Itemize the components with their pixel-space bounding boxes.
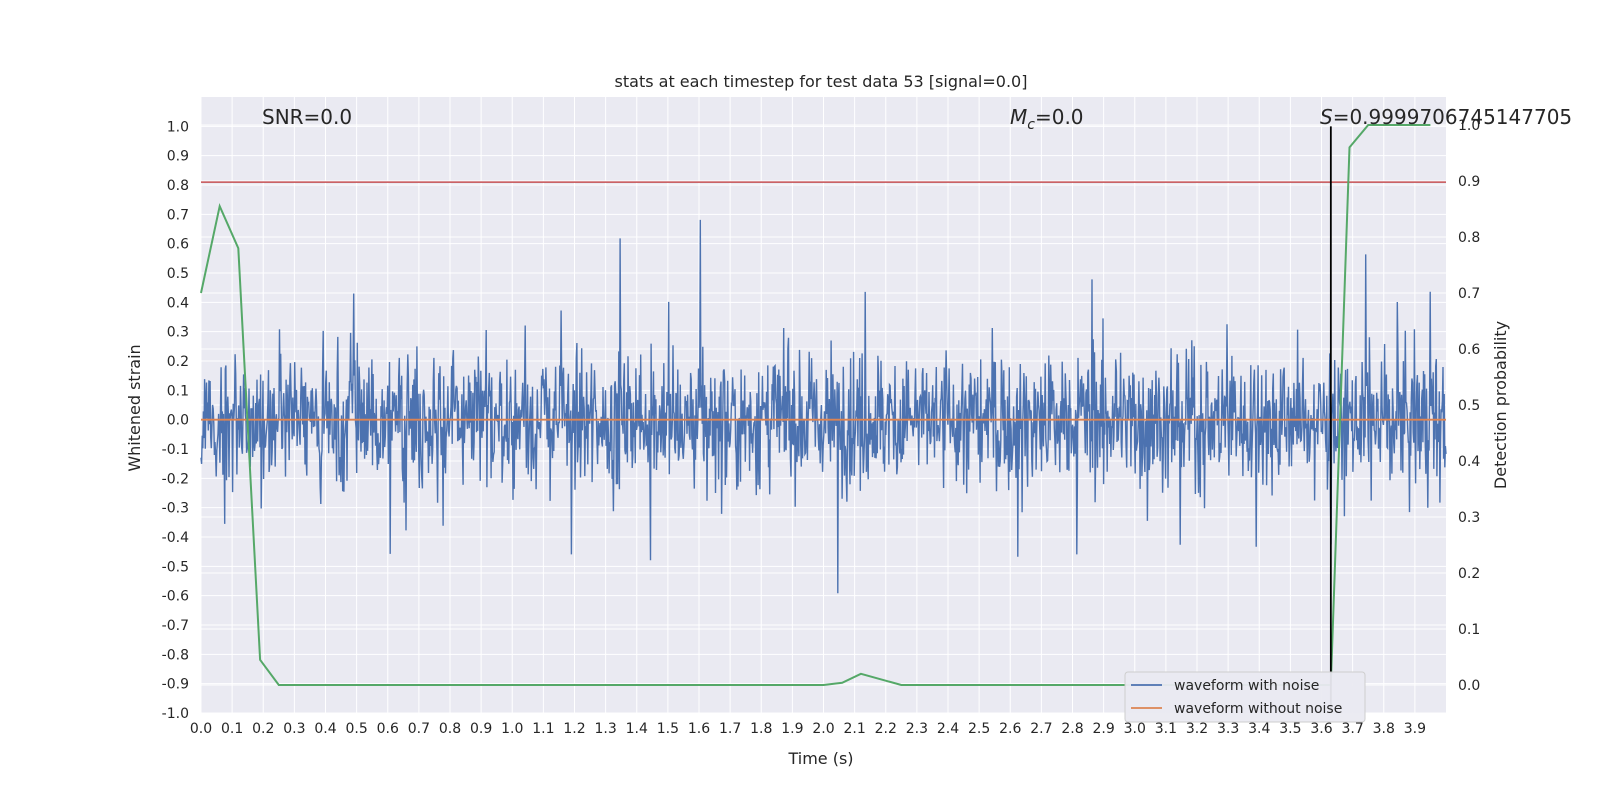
- y2-tick-label: 0.5: [1458, 398, 1480, 414]
- x-tick-label: 2.4: [937, 721, 959, 737]
- y-tick-labels: 1.0 0.9 0.8 0.7 0.6 0.5 0.4 0.3 0.2 0.1 0.0 -0.1 -0.…: [162, 119, 189, 722]
- x-tick-label: 0.5: [345, 721, 367, 737]
- x-tick-label: 2.2: [875, 721, 897, 737]
- y-tick-label: 0.8: [167, 178, 189, 194]
- x-tick-label: 1.7: [719, 721, 741, 737]
- x-tick-label: 1.3: [594, 721, 616, 737]
- legend-label-clean: waveform without noise: [1174, 701, 1342, 717]
- x-tick-label: 1.0: [501, 721, 523, 737]
- x-tick-label: 0.2: [252, 721, 274, 737]
- y-tick-label: -1.0: [162, 706, 189, 722]
- x-tick-label: 1.2: [563, 721, 585, 737]
- legend-box: [1124, 671, 1366, 723]
- legend-label-noisy: waveform with noise: [1174, 678, 1319, 694]
- y2-tick-label: 0.7: [1458, 286, 1480, 302]
- chart-title: stats at each timestep for test data 53 …: [615, 72, 1028, 91]
- y2-tick-label: 0.0: [1458, 678, 1480, 694]
- x-tick-label: 3.8: [1373, 721, 1395, 737]
- y-axis-label: Whitened strain: [125, 344, 144, 471]
- x-tick-label: 2.8: [1061, 721, 1083, 737]
- x-axis-label: Time (s): [787, 749, 853, 768]
- x-tick-label: 3.5: [1279, 721, 1301, 737]
- y2-axis-label: Detection probability: [1491, 321, 1510, 489]
- y2-tick-label: 1.0: [1458, 118, 1480, 134]
- x-tick-label: 2.6: [999, 721, 1021, 737]
- x-tick-label: 1.8: [750, 721, 772, 737]
- y-tick-label: 0.7: [167, 207, 189, 223]
- legend: waveform with noise waveform without noi…: [1124, 671, 1366, 723]
- y-tick-label: -0.4: [162, 530, 189, 546]
- y-tick-label: -0.2: [162, 471, 189, 487]
- x-tick-label: 1.5: [657, 721, 679, 737]
- y-tick-label: -0.5: [162, 559, 189, 575]
- x-tick-label: 1.4: [626, 721, 648, 737]
- x-tick-label: 0.7: [408, 721, 430, 737]
- x-tick-label: 0.8: [439, 721, 461, 737]
- y-tick-label: -0.1: [162, 442, 189, 458]
- x-tick-label: 0.0: [190, 721, 212, 737]
- noisy-waveform-line: [200, 219, 1447, 594]
- x-tick-label: 0.1: [221, 721, 243, 737]
- y2-tick-label: 0.6: [1458, 342, 1480, 358]
- x-tick-label: 2.7: [1030, 721, 1052, 737]
- y-tick-label: 0.2: [167, 354, 189, 370]
- x-tick-label: 2.1: [843, 721, 865, 737]
- x-tick-label: 0.6: [377, 721, 399, 737]
- x-tick-label: 2.9: [1092, 721, 1114, 737]
- x-tick-label: 0.4: [314, 721, 336, 737]
- y-tick-label: 0.0: [167, 413, 189, 429]
- y-tick-label: 0.3: [167, 325, 189, 341]
- detection-score-annotation: S=0.9999706745147705: [1320, 105, 1572, 129]
- y-tick-label: 0.6: [167, 237, 189, 253]
- x-tick-label: 3.1: [1155, 721, 1177, 737]
- x-tick-label: 3.2: [1186, 721, 1208, 737]
- y2-tick-label: 0.2: [1458, 566, 1480, 582]
- x-tick-label: 2.0: [812, 721, 834, 737]
- x-tick-label: 3.9: [1404, 721, 1426, 737]
- snr-annotation: SNR=0.0: [262, 105, 352, 129]
- y-tick-label: 0.5: [167, 266, 189, 282]
- y-tick-label: -0.7: [162, 618, 189, 634]
- y2-tick-label: 0.8: [1458, 230, 1480, 246]
- y2-tick-labels: 1.0 0.9 0.8 0.7 0.6 0.5 0.4 0.3 0.2 0.1 0.0: [1458, 118, 1480, 694]
- y-tick-label: -0.3: [162, 501, 189, 517]
- x-tick-label: 2.3: [906, 721, 928, 737]
- y-tick-label: -0.9: [162, 677, 189, 693]
- x-tick-label: 1.1: [532, 721, 554, 737]
- y-tick-label: 0.1: [167, 383, 189, 399]
- x-tick-label: 1.9: [781, 721, 803, 737]
- x-tick-label: 2.5: [968, 721, 990, 737]
- y2-tick-label: 0.4: [1458, 454, 1480, 470]
- x-tick-labels: 0.0 0.1 0.2 0.3 0.4 0.5 0.6 0.7 0.8 0.9 1.0 1.1 1.2 1…: [190, 721, 1426, 737]
- chirp-mass-annotation: Mc=0.0: [1010, 105, 1084, 133]
- y-tick-label: 0.4: [167, 295, 189, 311]
- x-tick-label: 3.4: [1248, 721, 1270, 737]
- y2-tick-label: 0.3: [1458, 510, 1480, 526]
- y-tick-label: -0.8: [162, 647, 189, 663]
- x-tick-label: 0.3: [283, 721, 305, 737]
- x-tick-label: 3.0: [1124, 721, 1146, 737]
- detection-probability-line: [200, 124, 1431, 686]
- y2-tick-label: 0.9: [1458, 174, 1480, 190]
- y-tick-label: 0.9: [167, 149, 189, 165]
- noisy-waveform: [200, 219, 1447, 594]
- x-tick-label: 0.9: [470, 721, 492, 737]
- x-tick-label: 3.3: [1217, 721, 1239, 737]
- y2-tick-label: 0.1: [1458, 622, 1480, 638]
- x-tick-label: 1.6: [688, 721, 710, 737]
- x-tick-label: 3.6: [1310, 721, 1332, 737]
- y-tick-label: -0.6: [162, 589, 189, 605]
- x-tick-label: 3.7: [1341, 721, 1363, 737]
- y-tick-label: 1.0: [167, 119, 189, 135]
